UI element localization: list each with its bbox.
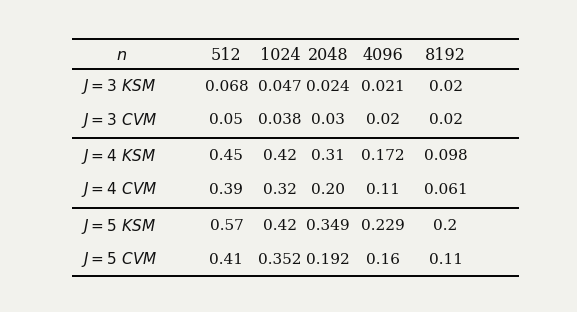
Text: 0.03: 0.03 — [311, 113, 345, 127]
Text: 0.098: 0.098 — [424, 149, 467, 163]
Text: 0.172: 0.172 — [361, 149, 404, 163]
Text: 0.39: 0.39 — [209, 183, 243, 197]
Text: $J = 4 \ KSM$: $J = 4 \ KSM$ — [81, 147, 156, 166]
Text: 0.02: 0.02 — [429, 113, 463, 127]
Text: 0.192: 0.192 — [306, 253, 350, 267]
Text: 0.42: 0.42 — [263, 149, 297, 163]
Text: $J = 5 \ KSM$: $J = 5 \ KSM$ — [81, 217, 156, 236]
Text: 512: 512 — [211, 47, 242, 64]
Text: $J = 5 \ CVM$: $J = 5 \ CVM$ — [81, 250, 158, 269]
Text: 0.038: 0.038 — [258, 113, 302, 127]
Text: 1024: 1024 — [260, 47, 301, 64]
Text: 0.047: 0.047 — [258, 80, 302, 94]
Text: 0.02: 0.02 — [366, 113, 400, 127]
Text: 0.11: 0.11 — [366, 183, 400, 197]
Text: 4096: 4096 — [362, 47, 403, 64]
Text: 0.2: 0.2 — [433, 219, 458, 233]
Text: $J = 4 \ CVM$: $J = 4 \ CVM$ — [81, 181, 158, 199]
Text: 0.021: 0.021 — [361, 80, 405, 94]
Text: 0.57: 0.57 — [209, 219, 243, 233]
Text: 0.42: 0.42 — [263, 219, 297, 233]
Text: $J = 3 \ KSM$: $J = 3 \ KSM$ — [81, 77, 156, 96]
Text: $J = 3 \ CVM$: $J = 3 \ CVM$ — [81, 111, 158, 130]
Text: 0.024: 0.024 — [306, 80, 350, 94]
Text: 8192: 8192 — [425, 47, 466, 64]
Text: 2048: 2048 — [308, 47, 349, 64]
Text: $n$: $n$ — [116, 47, 127, 64]
Text: 0.31: 0.31 — [311, 149, 345, 163]
Text: 0.229: 0.229 — [361, 219, 405, 233]
Text: 0.45: 0.45 — [209, 149, 243, 163]
Text: 0.352: 0.352 — [258, 253, 302, 267]
Text: 0.32: 0.32 — [263, 183, 297, 197]
Text: 0.20: 0.20 — [311, 183, 345, 197]
Text: 0.068: 0.068 — [205, 80, 248, 94]
Text: 0.16: 0.16 — [366, 253, 400, 267]
Text: 0.05: 0.05 — [209, 113, 243, 127]
Text: 0.02: 0.02 — [429, 80, 463, 94]
Text: 0.349: 0.349 — [306, 219, 350, 233]
Text: 0.11: 0.11 — [429, 253, 463, 267]
Text: 0.41: 0.41 — [209, 253, 243, 267]
Text: 0.061: 0.061 — [424, 183, 467, 197]
